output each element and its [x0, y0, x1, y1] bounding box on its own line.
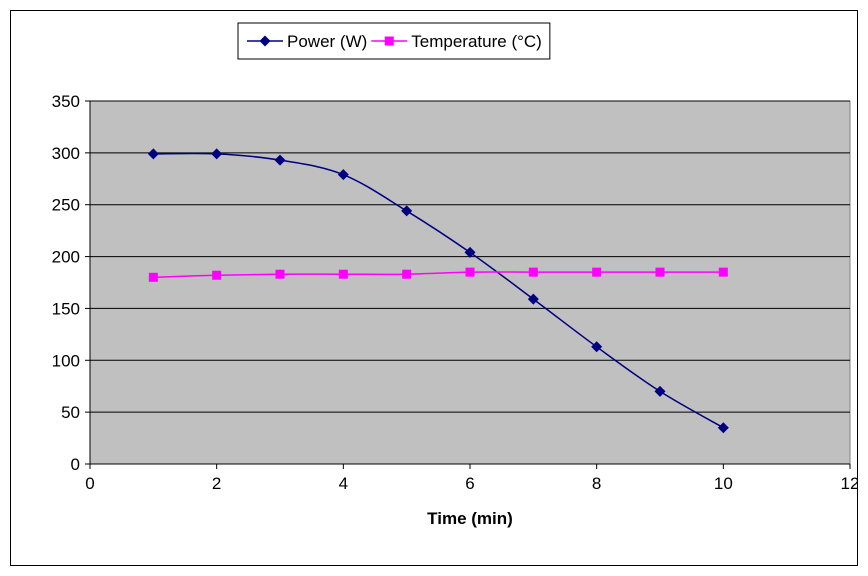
series-layer — [147, 148, 729, 434]
legend: Power (W) Temperature (°C) — [237, 22, 551, 60]
legend-label: Power (W) — [287, 32, 367, 51]
data-point — [654, 385, 666, 397]
gridlines — [90, 100, 850, 413]
y-tick-label: 150 — [52, 299, 80, 318]
y-tick-label: 100 — [52, 351, 80, 370]
series-line — [153, 152, 724, 429]
x-tick-label: 2 — [212, 474, 221, 493]
y-tick-label: 250 — [52, 196, 80, 215]
data-point — [212, 270, 222, 280]
x-axis-ticks: 0 2 4 6 8 10 12 — [85, 464, 857, 493]
data-point — [527, 293, 539, 305]
line-chart: Power (W) Temperature (°C) 05010015020025… — [52, 22, 857, 528]
data-point — [148, 272, 158, 282]
chart-frame: Power (W) Temperature (°C) 0 50 100 150 200 25… — [10, 10, 858, 566]
x-axis-label: Time (min) — [427, 509, 513, 528]
data-point — [717, 422, 729, 434]
x-tick-label: 4 — [339, 474, 348, 493]
y-tick-label: 350 — [52, 92, 80, 111]
data-point — [591, 341, 603, 353]
series-2 — [148, 267, 728, 282]
plot-area — [89, 100, 851, 465]
x-tick-label: 10 — [714, 474, 733, 493]
x-tick-label: 0 — [85, 474, 94, 493]
data-point — [718, 267, 728, 277]
legend-swatch-marker — [259, 35, 271, 47]
data-point — [211, 148, 223, 160]
data-point — [464, 246, 476, 258]
data-point — [274, 154, 286, 166]
data-point — [528, 267, 538, 277]
series-line — [153, 271, 724, 279]
data-point — [275, 269, 285, 279]
data-point — [147, 148, 159, 160]
data-point — [465, 267, 475, 277]
legend-swatch-marker — [384, 36, 394, 46]
data-point — [337, 169, 349, 181]
y-tick-label: 50 — [61, 403, 80, 422]
x-tick-label: 6 — [465, 474, 474, 493]
series-1 — [147, 148, 729, 434]
y-tick-label: 0 — [71, 455, 80, 474]
data-point — [338, 269, 348, 279]
data-point — [655, 267, 665, 277]
y-tick-label: 300 — [52, 144, 80, 163]
x-tick-label: 12 — [841, 474, 857, 493]
x-tick-label: 8 — [592, 474, 601, 493]
data-point — [592, 267, 602, 277]
data-point — [402, 269, 412, 279]
legend-item: Temperature (°C) — [371, 32, 542, 51]
legend-label: Temperature (°C) — [411, 32, 542, 51]
data-point — [401, 205, 413, 217]
y-tick-label: 200 — [52, 248, 80, 267]
y-axis-ticks: 0 50 100 150 200 250 300 350 — [52, 92, 90, 474]
legend-item: Power (W) — [247, 32, 367, 51]
